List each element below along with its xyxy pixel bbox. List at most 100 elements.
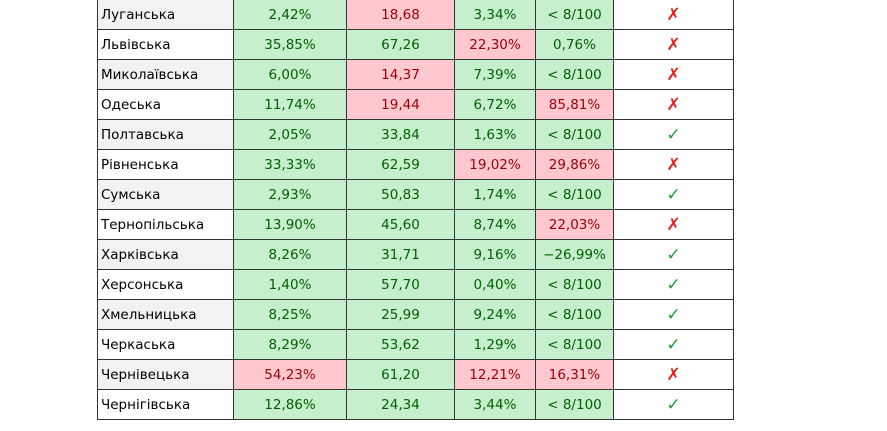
- value-cell-3: 9,24%: [454, 299, 536, 330]
- cross-mark-icon: ✗: [613, 29, 734, 60]
- table-row: Чернігівська 12,86% 24,34 3,44% < 8/100 ✓: [97, 389, 734, 420]
- value-cell-1: 2,42%: [233, 0, 347, 30]
- region-name-cell: Черкаська: [97, 329, 234, 360]
- region-name-cell: Луганська: [97, 0, 234, 30]
- value-cell-4: 22,03%: [535, 209, 614, 240]
- value-cell-1: 35,85%: [233, 29, 347, 60]
- value-cell-3: 6,72%: [454, 89, 536, 120]
- value-cell-2: 24,34: [346, 389, 455, 420]
- value-cell-4: < 8/100: [535, 299, 614, 330]
- value-cell-4: 0,76%: [535, 29, 614, 60]
- value-cell-1: 13,90%: [233, 209, 347, 240]
- value-cell-3: 12,21%: [454, 359, 536, 390]
- value-cell-2: 18,68: [346, 0, 455, 30]
- value-cell-3: 0,40%: [454, 269, 536, 300]
- value-cell-4: < 8/100: [535, 119, 614, 150]
- value-cell-1: 2,93%: [233, 179, 347, 210]
- region-name-cell: Чернігівська: [97, 389, 234, 420]
- value-cell-3: 1,63%: [454, 119, 536, 150]
- table-row: Полтавська 2,05% 33,84 1,63% < 8/100 ✓: [97, 119, 734, 150]
- value-cell-4: −26,99%: [535, 239, 614, 270]
- value-cell-3: 8,74%: [454, 209, 536, 240]
- value-cell-4: 85,81%: [535, 89, 614, 120]
- value-cell-3: 1,74%: [454, 179, 536, 210]
- value-cell-2: 62,59: [346, 149, 455, 180]
- value-cell-2: 50,83: [346, 179, 455, 210]
- check-mark-icon: ✓: [613, 389, 734, 420]
- table-row: Сумська 2,93% 50,83 1,74% < 8/100 ✓: [97, 179, 734, 210]
- region-name-cell: Сумська: [97, 179, 234, 210]
- value-cell-3: 19,02%: [454, 149, 536, 180]
- table-row: Хмельницька 8,25% 25,99 9,24% < 8/100 ✓: [97, 299, 734, 330]
- value-cell-1: 54,23%: [233, 359, 347, 390]
- region-table: Луганська 2,42% 18,68 3,34% < 8/100 ✗ Львівськ…: [97, 0, 734, 420]
- region-name-cell: Одеська: [97, 89, 234, 120]
- value-cell-4: < 8/100: [535, 59, 614, 90]
- region-name-cell: Тернопільська: [97, 209, 234, 240]
- value-cell-1: 12,86%: [233, 389, 347, 420]
- table-row: Чернівецька 54,23% 61,20 12,21% 16,31% ✗: [97, 359, 734, 390]
- region-name-cell: Харківська: [97, 239, 234, 270]
- table-row: Луганська 2,42% 18,68 3,34% < 8/100 ✗: [97, 0, 734, 30]
- value-cell-1: 6,00%: [233, 59, 347, 90]
- check-mark-icon: ✓: [613, 119, 734, 150]
- check-mark-icon: ✓: [613, 329, 734, 360]
- value-cell-3: 3,44%: [454, 389, 536, 420]
- cross-mark-icon: ✗: [613, 209, 734, 240]
- value-cell-1: 11,74%: [233, 89, 347, 120]
- value-cell-4: 16,31%: [535, 359, 614, 390]
- value-cell-4: < 8/100: [535, 389, 614, 420]
- value-cell-2: 61,20: [346, 359, 455, 390]
- value-cell-1: 33,33%: [233, 149, 347, 180]
- table-row: Тернопільська 13,90% 45,60 8,74% 22,03% ✗: [97, 209, 734, 240]
- value-cell-3: 7,39%: [454, 59, 536, 90]
- region-table-body: Луганська 2,42% 18,68 3,34% < 8/100 ✗ Львівськ…: [97, 0, 734, 420]
- value-cell-2: 53,62: [346, 329, 455, 360]
- table-row: Рівненська 33,33% 62,59 19,02% 29,86% ✗: [97, 149, 734, 180]
- value-cell-3: 1,29%: [454, 329, 536, 360]
- check-mark-icon: ✓: [613, 299, 734, 330]
- cross-mark-icon: ✗: [613, 59, 734, 90]
- region-name-cell: Рівненська: [97, 149, 234, 180]
- check-mark-icon: ✓: [613, 269, 734, 300]
- value-cell-2: 31,71: [346, 239, 455, 270]
- value-cell-1: 1,40%: [233, 269, 347, 300]
- table-row: Харківська 8,26% 31,71 9,16% −26,99% ✓: [97, 239, 734, 270]
- value-cell-4: 29,86%: [535, 149, 614, 180]
- table-row: Черкаська 8,29% 53,62 1,29% < 8/100 ✓: [97, 329, 734, 360]
- value-cell-2: 57,70: [346, 269, 455, 300]
- table-row: Одеська 11,74% 19,44 6,72% 85,81% ✗: [97, 89, 734, 120]
- value-cell-3: 22,30%: [454, 29, 536, 60]
- value-cell-1: 8,26%: [233, 239, 347, 270]
- value-cell-1: 8,29%: [233, 329, 347, 360]
- value-cell-3: 9,16%: [454, 239, 536, 270]
- table-row: Львівська 35,85% 67,26 22,30% 0,76% ✗: [97, 29, 734, 60]
- value-cell-4: < 8/100: [535, 179, 614, 210]
- cross-mark-icon: ✗: [613, 359, 734, 390]
- region-name-cell: Херсонська: [97, 269, 234, 300]
- value-cell-1: 2,05%: [233, 119, 347, 150]
- cross-mark-icon: ✗: [613, 149, 734, 180]
- region-name-cell: Полтавська: [97, 119, 234, 150]
- region-name-cell: Хмельницька: [97, 299, 234, 330]
- value-cell-3: 3,34%: [454, 0, 536, 30]
- value-cell-2: 67,26: [346, 29, 455, 60]
- cross-mark-icon: ✗: [613, 89, 734, 120]
- cross-mark-icon: ✗: [613, 0, 734, 30]
- table-row: Херсонська 1,40% 57,70 0,40% < 8/100 ✓: [97, 269, 734, 300]
- value-cell-4: < 8/100: [535, 0, 614, 30]
- value-cell-4: < 8/100: [535, 329, 614, 360]
- value-cell-2: 45,60: [346, 209, 455, 240]
- value-cell-2: 14,37: [346, 59, 455, 90]
- region-name-cell: Львівська: [97, 29, 234, 60]
- value-cell-1: 8,25%: [233, 299, 347, 330]
- check-mark-icon: ✓: [613, 179, 734, 210]
- region-name-cell: Чернівецька: [97, 359, 234, 390]
- region-name-cell: Миколаївська: [97, 59, 234, 90]
- check-mark-icon: ✓: [613, 239, 734, 270]
- table-row: Миколаївська 6,00% 14,37 7,39% < 8/100 ✗: [97, 59, 734, 90]
- value-cell-4: < 8/100: [535, 269, 614, 300]
- value-cell-2: 19,44: [346, 89, 455, 120]
- value-cell-2: 25,99: [346, 299, 455, 330]
- value-cell-2: 33,84: [346, 119, 455, 150]
